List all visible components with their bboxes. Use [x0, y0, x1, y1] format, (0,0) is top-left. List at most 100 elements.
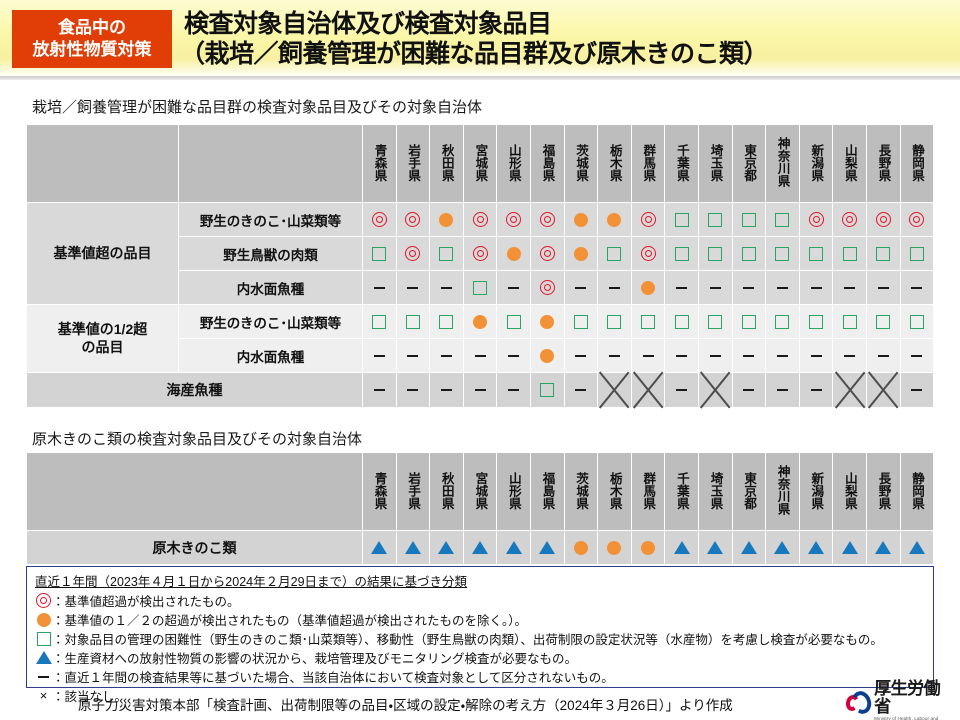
data-cell-15	[832, 372, 867, 408]
data-cell-1	[362, 270, 397, 305]
page-banner: 食品中の 放射性物質対策 検査対象自治体及び検査対象品目 （栽培／飼養管理が困難…	[0, 0, 960, 78]
prefecture-label: 栃木県	[607, 143, 622, 182]
mhlw-logo-text: 厚生労働省 Ministry of Health, Labour and Wel…	[874, 680, 954, 720]
data-cell-10	[664, 372, 699, 408]
header-corner-cell	[26, 124, 179, 203]
data-cell-8	[597, 372, 632, 408]
triangle-icon	[438, 541, 455, 554]
open-square-icon	[405, 314, 420, 329]
data-cell-11	[697, 236, 733, 271]
mhlw-logo-mark-icon	[844, 688, 875, 717]
filled-circle-icon	[439, 212, 454, 227]
filled-circle-icon	[573, 540, 588, 555]
data-cell-3	[429, 270, 464, 305]
data-cell-6	[529, 372, 565, 408]
data-cell-14	[798, 372, 834, 408]
row-group-label: 基準値の1/2超 の品目	[26, 304, 179, 373]
filled-circle-icon	[506, 246, 521, 261]
dash-icon	[911, 286, 923, 289]
open-square-icon	[708, 246, 723, 261]
double-circle-icon	[539, 280, 555, 295]
prefecture-header-7: 茨城県	[563, 452, 599, 531]
prefecture-label: 岩手県	[406, 471, 421, 510]
open-square-icon	[506, 314, 521, 329]
dash-icon	[474, 389, 486, 391]
data-cell-11	[697, 270, 733, 305]
triangle-icon	[673, 541, 690, 554]
data-cell-11	[697, 338, 733, 373]
banner-tag-line2: 放射性物質対策	[32, 40, 152, 59]
data-cell-9	[630, 338, 666, 373]
open-square-icon	[674, 246, 689, 261]
data-cell-6	[529, 338, 565, 373]
prefecture-header-16: 長野県	[865, 124, 901, 203]
prefecture-header-1: 青森県	[362, 124, 397, 203]
prefecture-label: 千葉県	[674, 143, 689, 182]
data-cell-12	[731, 270, 767, 305]
dash-icon	[709, 286, 721, 289]
legend-item-6: × ：該当なし。	[35, 686, 925, 705]
prefecture-header-14: 新潟県	[798, 124, 834, 203]
prefecture-label: 山形県	[506, 143, 521, 182]
table-row: 野生鳥獣の肉類	[27, 236, 935, 271]
open-square-icon	[909, 314, 924, 329]
double-circle-icon	[36, 593, 51, 608]
data-cell-3	[429, 202, 464, 237]
prefecture-label: 群馬県	[641, 143, 656, 182]
triangle-icon	[505, 541, 522, 554]
data-cell-1	[362, 530, 397, 565]
dash-icon	[911, 354, 923, 357]
data-cell-8	[597, 270, 632, 305]
triangle-icon	[908, 541, 925, 554]
data-cell-12	[731, 372, 767, 408]
dash-icon	[743, 286, 755, 289]
filled-circle-icon	[540, 348, 555, 363]
row-item-label: 内水面魚種	[178, 270, 363, 305]
prefecture-label: 福島県	[540, 143, 555, 182]
prefecture-header-6: 福島県	[529, 452, 565, 531]
table-difficult-items: 青森県 岩手県 秋田県 宮城県 山形県 福島県 茨城県 栃木県 群馬県 千葉県 埼玉県 東京都 神奈川県…	[26, 124, 935, 408]
open-square-icon	[708, 314, 723, 329]
data-cell-17	[899, 530, 935, 565]
row-item-label: 野生鳥獣の肉類	[178, 236, 363, 271]
data-cell-5	[496, 304, 531, 339]
prefecture-header-16: 長野県	[865, 452, 901, 531]
data-cell-2	[395, 338, 431, 373]
open-square-icon	[809, 314, 824, 329]
legend-text: ：対象品目の管理の困難性（野生のきのこ類･山菜類等）、移動性（野生鳥獣の肉類）、…	[52, 633, 883, 647]
prefecture-header-7: 茨城県	[563, 124, 599, 203]
mhlw-logo-jp: 厚生労働省	[874, 679, 941, 716]
page-title-line1: 検査対象自治体及び検査対象品目	[184, 10, 552, 38]
filled-circle-icon	[641, 280, 656, 295]
legend-box: 直近１年間（2023年４月１日から2024年２月29日まで）の結果に基づき分類 …	[26, 566, 934, 704]
dash-icon	[608, 354, 620, 357]
open-square-icon	[473, 280, 488, 295]
data-cell-12	[731, 304, 767, 339]
triangle-icon	[371, 541, 388, 554]
prefecture-label: 青森県	[372, 471, 387, 510]
dash-icon	[911, 389, 923, 391]
prefecture-header-4: 宮城県	[462, 124, 498, 203]
open-square-icon	[641, 314, 656, 329]
prefecture-header-1: 青森県	[362, 452, 397, 531]
cross-icon	[833, 373, 866, 407]
data-cell-16	[865, 304, 901, 339]
triangle-icon	[808, 541, 825, 554]
mhlw-logo-en: Ministry of Health, Labour and Welfare	[874, 715, 939, 720]
prefecture-header-14: 新潟県	[798, 452, 834, 531]
prefecture-header-2: 岩手県	[395, 452, 431, 531]
data-cell-5	[496, 530, 531, 565]
prefecture-header-2: 岩手県	[395, 124, 431, 203]
header-corner-cell	[26, 452, 363, 531]
dash-icon	[575, 286, 587, 289]
data-cell-5	[496, 270, 531, 305]
data-cell-9	[630, 270, 666, 305]
data-cell-14	[798, 270, 834, 305]
page-title: 検査対象自治体及び検査対象品目 （栽培／飼養管理が困難な品目群及び原木きのこ類）	[180, 9, 769, 69]
prefecture-header-15: 山梨県	[832, 124, 867, 203]
data-cell-16	[865, 270, 901, 305]
dash-icon	[877, 286, 889, 289]
dash-icon	[440, 286, 452, 289]
data-cell-2	[395, 372, 431, 408]
